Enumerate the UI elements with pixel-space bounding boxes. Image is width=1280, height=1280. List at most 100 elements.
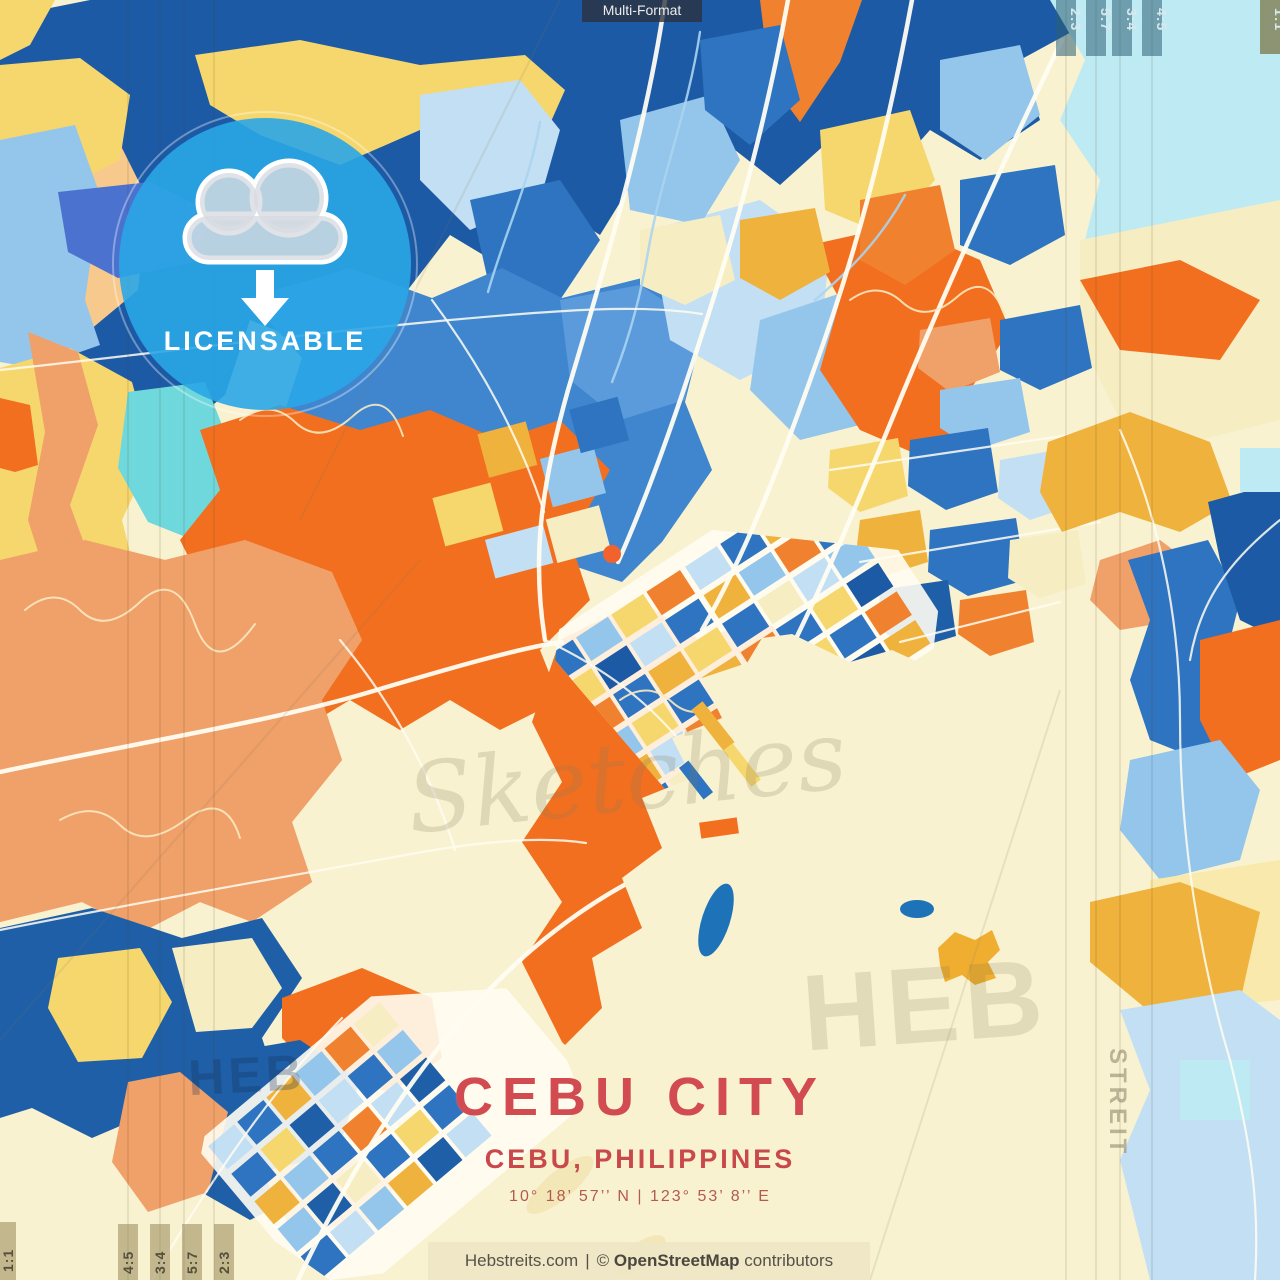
map-parcel	[484, 524, 554, 579]
map-parcel	[254, 1179, 300, 1225]
map-parcel	[738, 551, 786, 596]
map-parcel	[594, 645, 642, 690]
map-parcel	[324, 1026, 370, 1072]
ratio-band	[1086, 0, 1106, 56]
ratio-label: 5:7	[184, 1251, 200, 1274]
island-amber	[938, 930, 1000, 985]
map-parcel	[266, 1075, 312, 1121]
map-parcel	[260, 1127, 306, 1173]
ratio-label: 1:1	[0, 1249, 16, 1272]
minor-road	[849, 286, 1006, 316]
map-region	[740, 208, 830, 300]
format-tag: Multi-Format	[582, 0, 702, 22]
city-blocks-midwest	[432, 396, 630, 579]
map-region	[1208, 482, 1280, 640]
map-region	[560, 285, 700, 420]
island	[698, 883, 734, 957]
page-title: CEBU CITY	[453, 1067, 826, 1127]
map-parcel	[829, 614, 877, 659]
map-region	[28, 332, 98, 605]
map-parcel	[376, 1029, 423, 1075]
ratio-label: 2:3	[216, 1251, 232, 1274]
map-region	[1090, 882, 1260, 1012]
watermark-brand-small: HEB	[187, 1044, 307, 1106]
map-parcel	[329, 1210, 376, 1256]
roundabout	[603, 545, 621, 563]
ratio-label: 2:3	[1068, 8, 1084, 31]
ratio-band	[1112, 0, 1132, 56]
map-parcel	[347, 1054, 394, 1100]
map-parcel	[358, 1185, 405, 1231]
ratio-label: 5:7	[1098, 8, 1114, 31]
map-region	[0, 125, 100, 368]
sandbar	[526, 1155, 594, 1215]
islet	[900, 900, 934, 918]
map-parcel	[417, 1136, 463, 1182]
ratio-label: 3:4	[152, 1251, 168, 1274]
map-region	[958, 590, 1034, 656]
badge-label: LICENSABLE	[163, 326, 367, 356]
map-parcel	[399, 1057, 446, 1103]
road	[0, 838, 588, 932]
map-parcel	[237, 1099, 283, 1145]
map-region	[112, 1072, 228, 1212]
road	[0, 307, 704, 372]
map-parcel	[611, 593, 659, 639]
map-parcel	[666, 679, 714, 724]
islet	[699, 817, 739, 839]
ratio-label: 4:5	[1154, 8, 1170, 31]
ratio-band	[1056, 0, 1076, 56]
map-parcel	[477, 421, 538, 478]
paper-texture	[0, 0, 1061, 1280]
site-credit: Hebstreits.com	[464, 1251, 579, 1270]
ratio-band	[150, 1224, 170, 1280]
road	[338, 638, 457, 852]
map-parcel	[811, 585, 859, 630]
map-parcel	[208, 1124, 254, 1170]
map-parcel	[394, 1109, 440, 1155]
map-region	[1000, 305, 1092, 390]
map-parcel	[295, 1051, 341, 1096]
ratio-label: 4:5	[120, 1251, 136, 1274]
map-parcel	[289, 1103, 335, 1148]
road	[828, 430, 1092, 472]
river	[813, 193, 907, 302]
map-region	[1120, 740, 1260, 880]
osm-credit: OpenStreetMap	[613, 1251, 740, 1270]
road	[536, 0, 668, 643]
map-parcel	[864, 591, 912, 636]
map-parcel	[283, 1155, 329, 1200]
map-parcel	[648, 650, 696, 696]
river	[486, 120, 542, 294]
minor-road	[24, 588, 256, 653]
city-parcels	[208, 1002, 492, 1280]
ratio-band	[1260, 0, 1280, 54]
page-subtitle: CEBU, PHILIPPINES	[484, 1144, 796, 1174]
watermark-brand: HEB	[798, 936, 1052, 1074]
road	[1188, 518, 1280, 662]
map-parcel	[312, 1130, 358, 1176]
map-parcel	[432, 482, 504, 547]
road	[430, 298, 546, 514]
map-parcel	[545, 505, 611, 563]
licensable-badge: LICENSABLE	[112, 111, 418, 417]
map-region	[918, 318, 1000, 392]
map-parcel	[1240, 448, 1280, 492]
map-parcel	[353, 1002, 400, 1048]
map-region	[940, 45, 1040, 160]
river	[610, 30, 702, 384]
pier	[691, 701, 735, 751]
road	[1118, 428, 1258, 1280]
map-region	[48, 948, 172, 1062]
map-parcel	[364, 1133, 411, 1179]
ratio-label: 1:1	[1272, 8, 1280, 31]
map-parcel	[555, 639, 588, 684]
road	[767, 37, 1065, 693]
map-parcel	[683, 626, 733, 673]
map-parcel	[685, 545, 733, 591]
crop-guide-bands-top-right: 2:3 5:7 3:4 4:5 1:1	[1056, 0, 1280, 56]
map-parcel	[335, 1158, 382, 1204]
map-parcel	[569, 396, 630, 454]
